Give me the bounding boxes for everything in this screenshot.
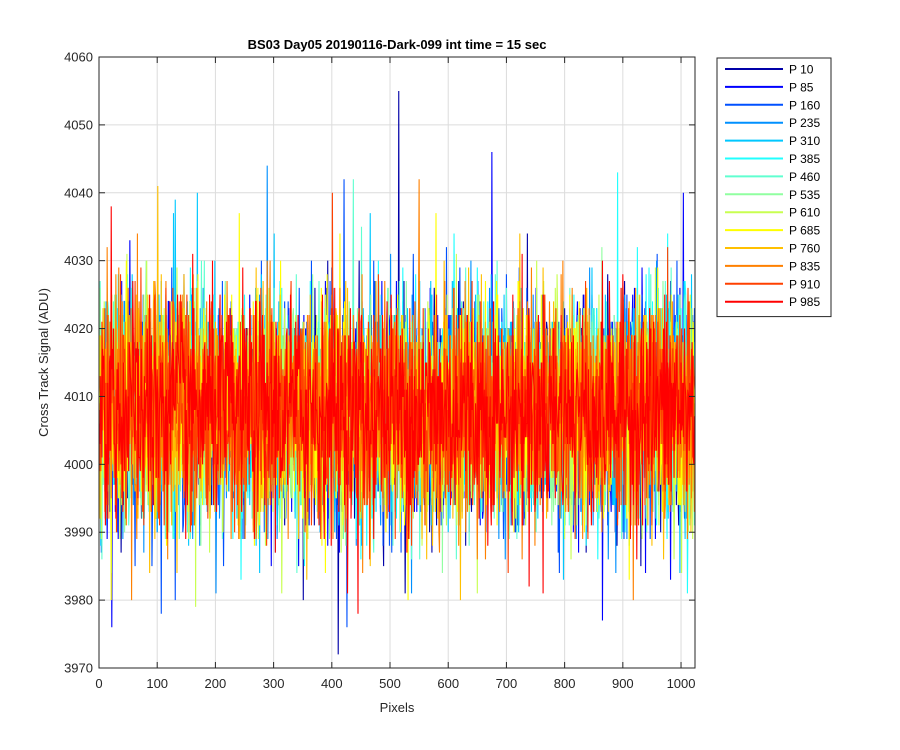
axes-box [98,56,696,669]
legend-box [716,57,832,318]
legend-entry: P 685 [789,224,820,238]
y-tick-label: 4060 [64,50,93,65]
legend-entry: P 760 [789,242,820,256]
x-tick-label: 800 [554,676,576,691]
x-tick-label: 0 [95,676,102,691]
x-tick-label: 100 [146,676,168,691]
plot-area [99,90,695,655]
chart-title: BS03 Day05 20190116-Dark-099 int time = … [248,37,547,52]
y-axis-label: Cross Track Signal (ADU) [36,288,51,437]
x-tick-label: 200 [205,676,227,691]
legend: P 10 P 85 P 160 P 235 P 310 P 385 P 460 P 535 P … [716,57,832,318]
x-tick-label: 1000 [667,676,696,691]
y-tick-label: 4030 [64,253,93,268]
x-tick-label: 700 [496,676,518,691]
legend-entry: P 235 [789,116,820,130]
series-line-p-985 [99,206,695,614]
x-tick-label: 500 [379,676,401,691]
legend-entry: P 985 [789,295,820,309]
y-tick-label: 3980 [64,593,93,608]
legend-entry: P 385 [789,152,820,166]
legend-entry: P 910 [789,277,820,291]
ticks: 0 100 200 300 400 500 600 700 800 900 1000 3970 3980… [64,50,695,692]
legend-entry: P 610 [789,206,820,220]
y-tick-label: 3990 [64,525,93,540]
y-tick-label: 4010 [64,389,93,404]
y-tick-label: 4040 [64,185,93,200]
legend-entry: P 160 [789,98,820,112]
legend-entry: P 460 [789,170,820,184]
x-axis-label: Pixels [380,700,415,715]
legend-entry: P 85 [789,80,814,94]
x-tick-label: 600 [437,676,459,691]
y-tick-label: 4020 [64,321,93,336]
y-tick-label: 4050 [64,117,93,132]
y-tick-label: 4000 [64,457,93,472]
legend-entry: P 10 [789,63,814,77]
x-tick-label: 900 [612,676,634,691]
legend-entry: P 310 [789,134,820,148]
x-tick-label: 400 [321,676,343,691]
legend-entry: P 535 [789,188,820,202]
legend-entry: P 835 [789,259,820,273]
y-tick-label: 3970 [64,661,93,676]
x-tick-label: 300 [263,676,285,691]
